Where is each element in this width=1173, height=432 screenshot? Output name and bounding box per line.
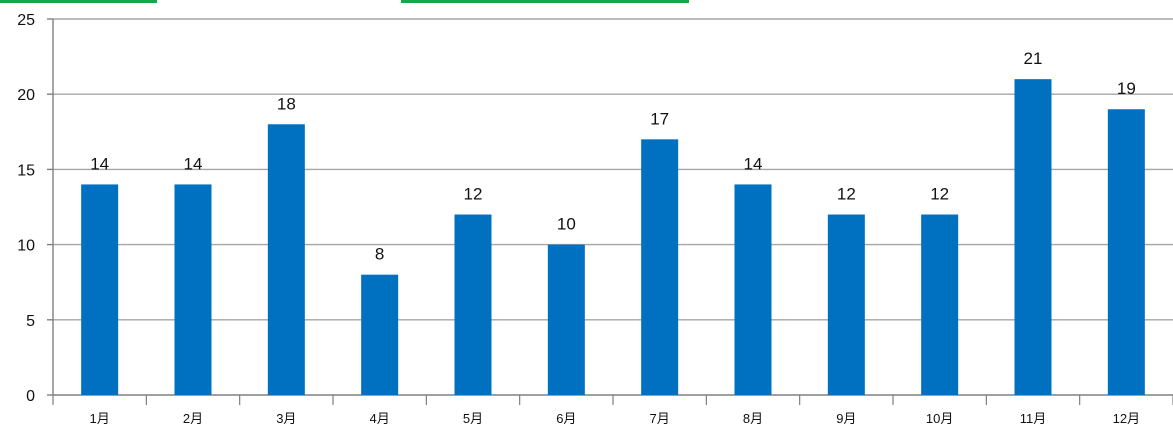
y-tick-label: 5: [26, 313, 35, 330]
data-label: 12: [837, 185, 856, 204]
y-tick-label: 25: [17, 12, 35, 29]
data-label: 14: [90, 154, 109, 173]
bar-2: [174, 184, 212, 395]
bar-11: [1014, 79, 1052, 395]
y-tick-label: 15: [17, 162, 35, 179]
bar-3: [267, 124, 305, 395]
top-accent-tab-right: [401, 0, 689, 3]
data-label: 10: [557, 215, 576, 234]
x-tick-label: 10月: [926, 411, 953, 426]
bar-1: [81, 184, 119, 395]
data-label: 14: [184, 154, 203, 173]
x-tick-label: 8月: [743, 411, 763, 426]
x-tick-label: 6月: [556, 411, 576, 426]
axes: [47, 18, 1173, 405]
bar-7: [641, 139, 679, 395]
x-tick-label: 5月: [463, 411, 483, 426]
data-label: 14: [744, 154, 763, 173]
y-tick-label: 20: [17, 87, 35, 104]
bar-8: [734, 184, 772, 395]
bar-6: [547, 244, 585, 395]
top-accent-tab-left: [0, 0, 157, 3]
data-label: 12: [464, 185, 483, 204]
y-tick-label: 10: [17, 238, 35, 255]
data-label: 18: [277, 94, 296, 113]
bars: [81, 79, 1145, 396]
x-tick-label: 3月: [276, 411, 296, 426]
data-label: 17: [650, 109, 669, 128]
x-tick-label: 12月: [1113, 411, 1140, 426]
x-tick-label: 9月: [836, 411, 856, 426]
gridlines: [53, 18, 1173, 321]
data-label: 12: [930, 185, 949, 204]
bar-10: [921, 214, 959, 395]
x-axis-ticks: 1月 2月 3月 4月 5月 6月 7月 8月 9月 10月 11月 12月: [90, 411, 1141, 426]
x-tick-label: 7月: [650, 411, 670, 426]
data-labels: 14 14 18 8 12 10 17 14 12 12 21 19: [90, 49, 1136, 264]
x-tick-label: 1月: [90, 411, 110, 426]
bar-12: [1107, 109, 1145, 396]
bar-9: [827, 214, 865, 395]
data-label: 19: [1117, 79, 1136, 98]
y-axis-ticks: 0 5 10 15 20 25: [17, 12, 35, 405]
data-label: 8: [375, 245, 384, 264]
x-tick-label: 2月: [183, 411, 203, 426]
x-tick-label: 11月: [1020, 411, 1047, 426]
y-tick-label: 0: [26, 388, 35, 405]
x-tick-label: 4月: [370, 411, 390, 426]
bar-5: [454, 214, 492, 395]
data-label: 21: [1024, 49, 1043, 68]
bar-4: [361, 274, 399, 395]
